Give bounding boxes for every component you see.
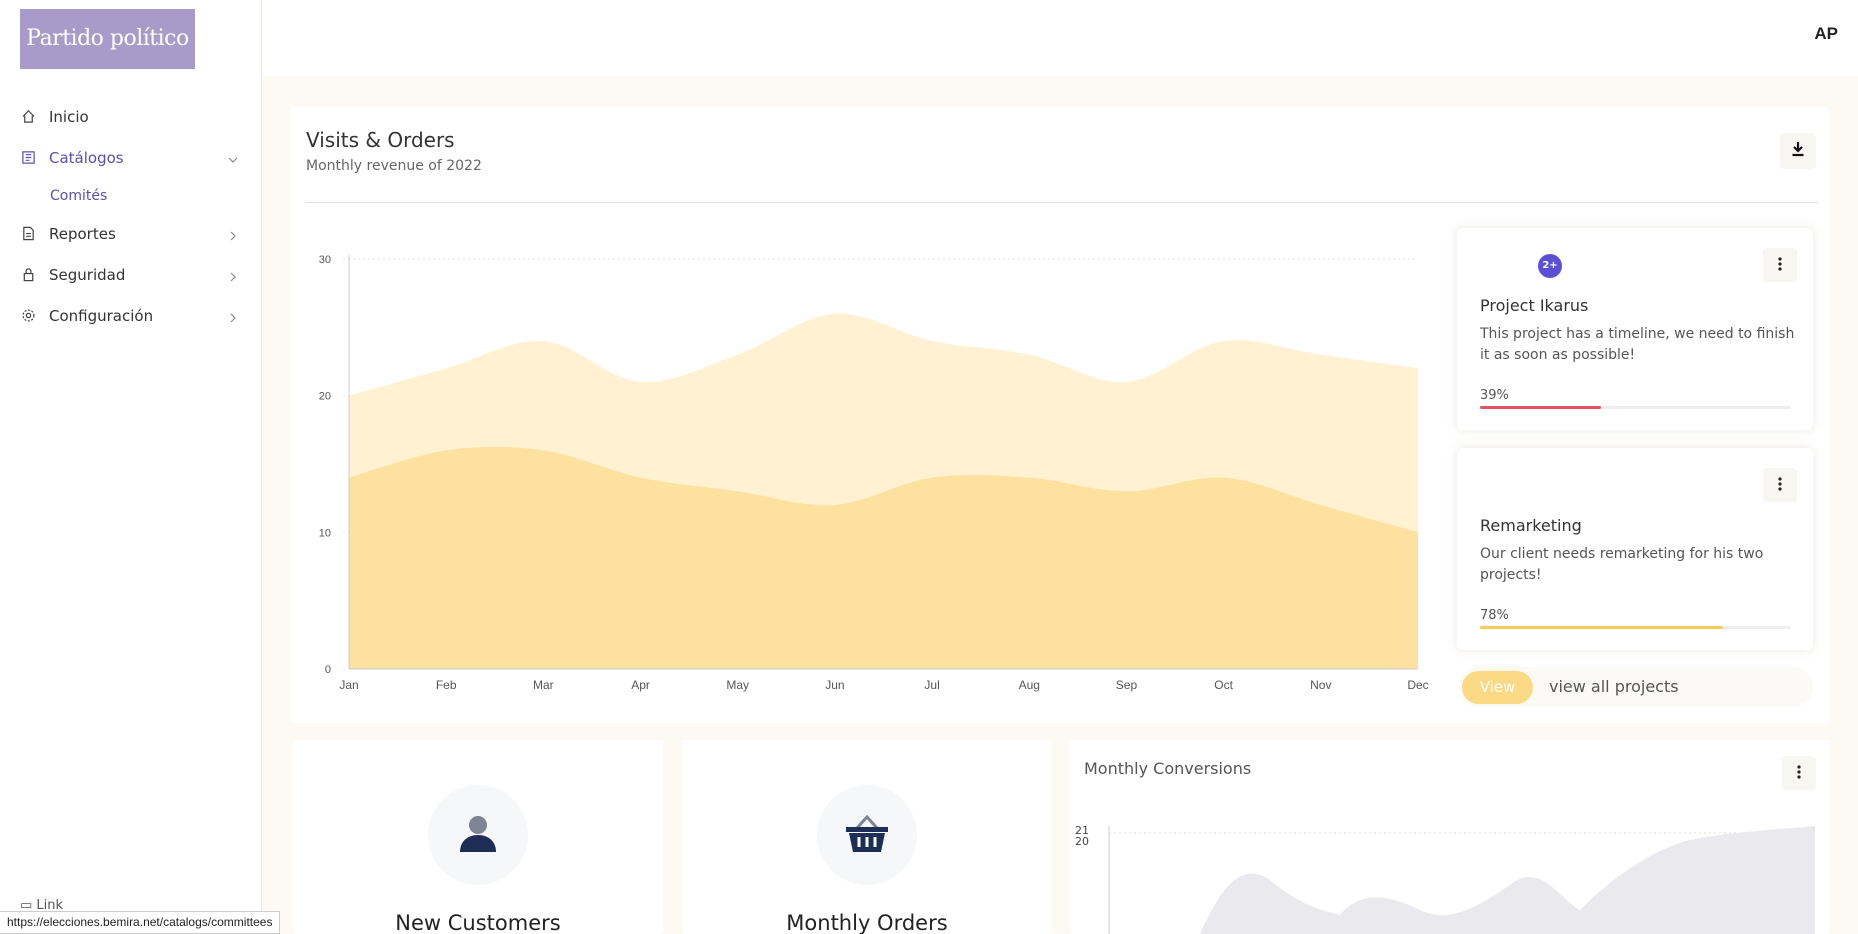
more-vertical-icon xyxy=(1778,476,1782,495)
stat-card-new-customers: New Customers xyxy=(293,740,663,934)
download-icon xyxy=(1790,141,1806,161)
chevron-right-icon xyxy=(228,268,238,286)
visits-orders-chart: 0 10 20 30 Jan Feb Mar Apr May Jun Jul Aug Sep Oct Nov… xyxy=(319,254,1429,692)
x-tick-label: Apr xyxy=(631,678,650,692)
conversions-menu-button[interactable] xyxy=(1782,756,1816,790)
sidebar-item-label: Catálogos xyxy=(49,148,124,167)
view-all-projects-link[interactable]: view all projects xyxy=(1549,677,1679,696)
y-tick-label: 30 xyxy=(319,254,331,266)
sidebar-item-label: Reportes xyxy=(49,224,116,243)
conversions-area xyxy=(1200,826,1815,934)
x-tick-label: Sep xyxy=(1116,678,1138,692)
x-tick-label: Aug xyxy=(1019,678,1040,692)
stat-icon-circle xyxy=(428,785,528,885)
project-progress-label: 39% xyxy=(1480,388,1509,403)
x-tick-label: Jan xyxy=(339,678,358,692)
visits-orders-card: Visits & Orders Monthly revenue of 2022 … xyxy=(290,107,1830,723)
project-card-ikarus: 2+ Project Ikarus This project has a tim… xyxy=(1457,228,1813,430)
sidebar-bottom-link-label: Link xyxy=(36,898,64,913)
x-tick-label: Oct xyxy=(1214,678,1233,692)
sidebar-item-catalogos[interactable]: Catálogos xyxy=(0,137,262,178)
sidebar-item-inicio[interactable]: Inicio xyxy=(0,96,262,137)
sidebar-bottom-link[interactable]: ▭ Link xyxy=(20,898,63,913)
project-description: Our client needs remarketing for his two… xyxy=(1480,546,1764,583)
project-menu-button[interactable] xyxy=(1763,468,1797,502)
x-tick-label: Jun xyxy=(825,678,844,692)
projects-footer: View view all projects xyxy=(1459,667,1813,707)
project-title: Project Ikarus xyxy=(1480,296,1589,315)
y-tick-label: 20 xyxy=(1075,835,1089,848)
y-tick-label: 20 xyxy=(319,391,331,403)
link-icon: ▭ xyxy=(20,898,37,913)
x-tick-label: May xyxy=(726,678,749,692)
project-card-remarketing: Remarketing Our client needs remarketing… xyxy=(1457,448,1813,650)
sidebar-nav: Inicio Catálogos Comités Reportes xyxy=(0,96,262,336)
logo[interactable]: Partido político xyxy=(20,9,195,69)
sidebar-item-reportes[interactable]: Reportes xyxy=(0,213,262,254)
chevron-right-icon xyxy=(228,227,238,245)
project-description: This project has a timeline, we need to … xyxy=(1480,326,1795,363)
area-series-2 xyxy=(349,446,1418,669)
conversions-chart xyxy=(1108,826,1815,934)
sidebar-subitem-comites[interactable]: Comités xyxy=(50,187,108,204)
chevron-down-icon xyxy=(228,151,238,169)
x-tick-label: Nov xyxy=(1310,678,1331,692)
card-subtitle: Monthly revenue of 2022 xyxy=(306,158,482,174)
more-vertical-icon xyxy=(1778,256,1782,275)
view-button[interactable]: View xyxy=(1462,671,1533,704)
project-menu-button[interactable] xyxy=(1763,248,1797,282)
lock-icon xyxy=(20,267,36,283)
progress-fill xyxy=(1480,626,1723,629)
sidebar-item-seguridad[interactable]: Seguridad xyxy=(0,254,262,295)
card-title: Monthly Conversions xyxy=(1084,759,1252,778)
x-tick-label: Feb xyxy=(436,678,457,692)
more-vertical-icon xyxy=(1797,764,1801,783)
sidebar: Partido político Inicio Catálogos Comité… xyxy=(0,0,262,934)
home-icon xyxy=(20,109,36,125)
progress-fill xyxy=(1480,406,1602,409)
x-tick-label: Jul xyxy=(924,678,939,692)
stat-card-monthly-orders: Monthly Orders xyxy=(682,740,1052,934)
stat-label: Monthly Orders xyxy=(786,911,948,934)
project-progress-bar xyxy=(1480,626,1791,629)
sidebar-item-configuracion[interactable]: Configuración xyxy=(0,295,262,336)
monthly-conversions-card: Monthly Conversions 21 20 xyxy=(1070,740,1830,934)
card-title: Visits & Orders xyxy=(306,128,455,152)
sidebar-item-label: Seguridad xyxy=(49,265,126,284)
card-divider xyxy=(306,202,1818,203)
catalog-icon xyxy=(20,150,36,166)
sidebar-item-label: Configuración xyxy=(49,306,154,325)
y-tick-label: 21 xyxy=(1075,824,1089,837)
team-badge: 2+ xyxy=(1538,254,1562,278)
gear-icon xyxy=(20,308,36,324)
top-bar: AP xyxy=(263,0,1858,76)
project-progress-label: 78% xyxy=(1480,608,1509,623)
sidebar-item-label: Inicio xyxy=(49,107,89,126)
browser-status-url: https://elecciones.bemira.net/catalogs/c… xyxy=(0,911,281,934)
x-tick-label: Mar xyxy=(533,678,554,692)
avatar[interactable]: AP xyxy=(1814,24,1838,43)
y-tick-label: 0 xyxy=(325,664,331,676)
user-icon xyxy=(456,811,500,859)
chevron-right-icon xyxy=(228,309,238,327)
stat-label: New Customers xyxy=(395,911,561,934)
basket-icon xyxy=(844,811,890,859)
y-tick-label: 10 xyxy=(319,527,331,539)
document-icon xyxy=(20,226,36,242)
project-title: Remarketing xyxy=(1480,516,1582,535)
stat-icon-circle xyxy=(817,785,917,885)
project-progress-bar xyxy=(1480,406,1791,409)
download-button[interactable] xyxy=(1780,133,1816,169)
x-tick-label: Dec xyxy=(1407,678,1428,692)
